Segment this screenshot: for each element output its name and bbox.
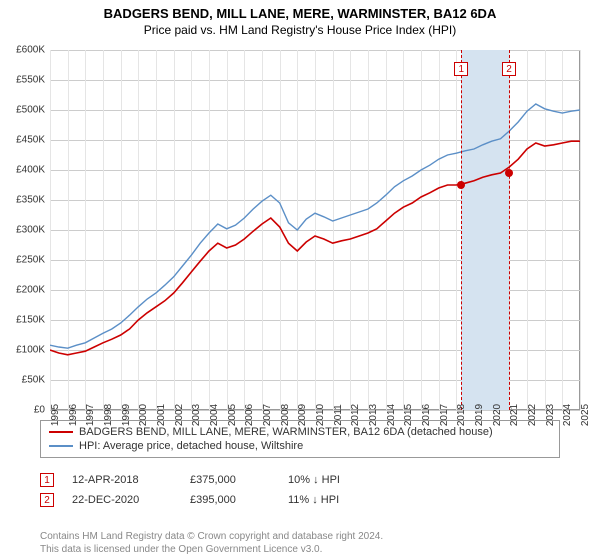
y-tick-label: £100K: [16, 345, 45, 356]
attribution-line2: This data is licensed under the Open Gov…: [40, 543, 383, 556]
legend-swatch: [49, 431, 73, 433]
y-tick-label: £600K: [16, 45, 45, 56]
legend-swatch: [49, 445, 73, 447]
footnote-price: £375,000: [190, 474, 270, 486]
series-line-hpi: [50, 104, 580, 348]
y-tick-label: £400K: [16, 165, 45, 176]
x-tick-label: 2024: [562, 404, 573, 426]
y-tick-label: £150K: [16, 315, 45, 326]
footnote-row: 2 22-DEC-2020 £395,000 11% ↓ HPI: [40, 490, 560, 510]
series-line-price_paid: [50, 141, 580, 355]
legend-item: BADGERS BEND, MILL LANE, MERE, WARMINSTE…: [49, 425, 551, 439]
marker-box: 1: [454, 62, 468, 76]
marker-line: [509, 50, 510, 410]
marker-line: [461, 50, 462, 410]
footnote-marker: 2: [40, 493, 54, 507]
y-tick-label: £0: [34, 405, 45, 416]
marker-dot: [505, 169, 513, 177]
marker-box: 2: [502, 62, 516, 76]
y-tick-label: £550K: [16, 75, 45, 86]
y-tick-label: £250K: [16, 255, 45, 266]
legend-label: BADGERS BEND, MILL LANE, MERE, WARMINSTE…: [79, 426, 493, 438]
y-tick-label: £200K: [16, 285, 45, 296]
y-tick-label: £300K: [16, 225, 45, 236]
y-tick-label: £450K: [16, 135, 45, 146]
chart-plot-area: 12 £0£50K£100K£150K£200K£250K£300K£350K£…: [50, 50, 580, 410]
footnote-diff: 10% ↓ HPI: [288, 474, 408, 486]
y-tick-label: £50K: [22, 375, 45, 386]
footnote-date: 22-DEC-2020: [72, 494, 172, 506]
y-tick-label: £350K: [16, 195, 45, 206]
attribution: Contains HM Land Registry data © Crown c…: [40, 530, 383, 556]
line-layer: [50, 50, 580, 410]
attribution-line1: Contains HM Land Registry data © Crown c…: [40, 530, 383, 543]
legend-label: HPI: Average price, detached house, Wilt…: [79, 440, 303, 452]
marker-dot: [457, 181, 465, 189]
chart-container: BADGERS BEND, MILL LANE, MERE, WARMINSTE…: [0, 0, 600, 560]
footnote-row: 1 12-APR-2018 £375,000 10% ↓ HPI: [40, 470, 560, 490]
footnote-diff: 11% ↓ HPI: [288, 494, 408, 506]
gridline-v: [580, 50, 581, 410]
y-tick-label: £500K: [16, 105, 45, 116]
chart-title: BADGERS BEND, MILL LANE, MERE, WARMINSTE…: [0, 0, 600, 21]
x-tick-label: 2025: [580, 404, 591, 426]
footnote-date: 12-APR-2018: [72, 474, 172, 486]
legend-item: HPI: Average price, detached house, Wilt…: [49, 439, 551, 453]
legend: BADGERS BEND, MILL LANE, MERE, WARMINSTE…: [40, 420, 560, 458]
footnotes: 1 12-APR-2018 £375,000 10% ↓ HPI 2 22-DEC-202…: [40, 470, 560, 510]
footnote-marker: 1: [40, 473, 54, 487]
chart-subtitle: Price paid vs. HM Land Registry's House …: [0, 21, 600, 37]
footnote-price: £395,000: [190, 494, 270, 506]
